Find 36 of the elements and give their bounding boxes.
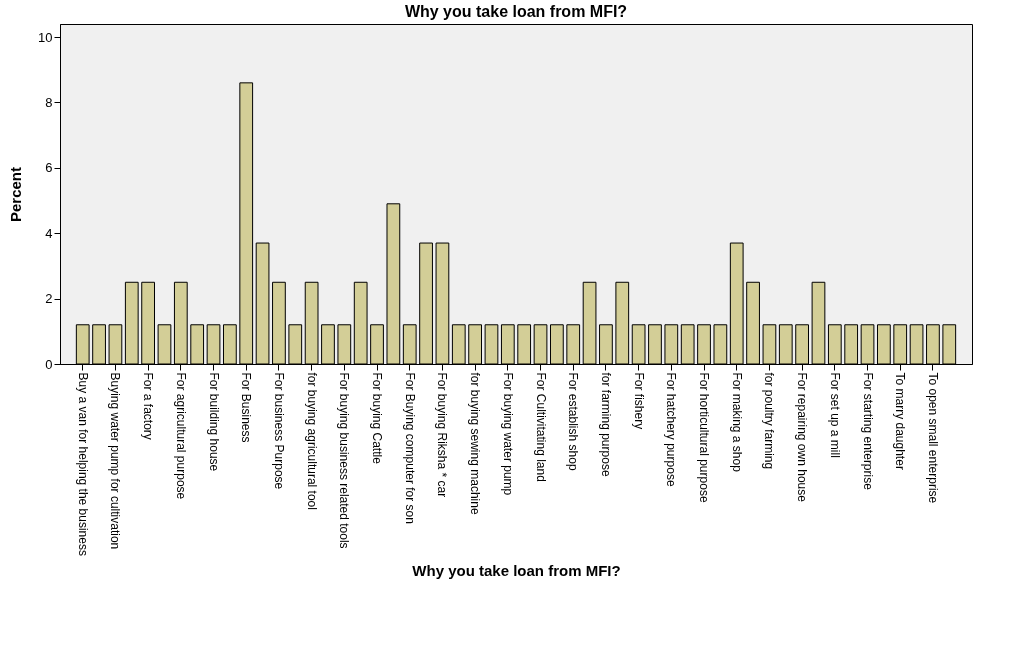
- x-tick-label: For a factory: [141, 372, 156, 440]
- x-tick-label: For buying water pump: [500, 372, 515, 496]
- x-tick-label: To open small enterprise: [925, 372, 940, 504]
- y-tick-label: 10: [38, 29, 53, 45]
- x-tick-label: For building house: [206, 372, 221, 472]
- x-tick-label: For hatchery purpose: [664, 372, 679, 487]
- x-tick-label: Buy a van for helping the business: [75, 372, 90, 556]
- x-tick-label: For buying business related tools: [337, 372, 352, 549]
- x-tick-label: For starting enterprise: [860, 372, 875, 491]
- x-tick-label: For business Purpose: [271, 372, 286, 490]
- x-tick-label: For fishery: [631, 372, 646, 430]
- y-tick-label: 8: [45, 94, 53, 110]
- y-tick-label: 2: [45, 291, 53, 307]
- x-tick-label: for buying sewing machine: [468, 372, 483, 515]
- y-tick-label: 0: [45, 356, 53, 372]
- x-tick-label: For making a shop: [729, 372, 744, 473]
- y-tick-label: 6: [45, 160, 53, 176]
- x-axis-title: Why you take loan from MFI?: [412, 561, 621, 579]
- x-tick-label: For establish shop: [566, 372, 581, 471]
- x-tick-label: For set up a mill: [827, 372, 842, 458]
- x-tick-label: For repairing own house: [795, 372, 810, 503]
- x-tick-label: for buying agricultural tool: [304, 372, 319, 510]
- x-tick-label: For buying Riksha * car: [435, 372, 450, 498]
- x-tick-label: To marry daughter: [893, 372, 908, 470]
- x-tick-label: For Cultivitating land: [533, 372, 548, 482]
- x-tick-label: For agricultural purpose: [173, 372, 188, 500]
- y-axis-title: Percent: [7, 166, 25, 223]
- x-tick-label: for poultry farming: [762, 372, 777, 470]
- x-tick-label: Buying water pump for cultivation: [108, 372, 123, 550]
- chart-title: Why you take loan from MFI?: [404, 3, 628, 20]
- x-tick-label: For Buying computer for son: [402, 372, 417, 524]
- y-tick-label: 4: [45, 225, 53, 241]
- x-tick-label: for farming purpose: [598, 372, 613, 477]
- x-tick-label: For buying Cattle: [370, 372, 385, 465]
- x-tick-label: For horticultural purpose: [697, 372, 712, 503]
- x-tick-label: For Business: [239, 372, 254, 443]
